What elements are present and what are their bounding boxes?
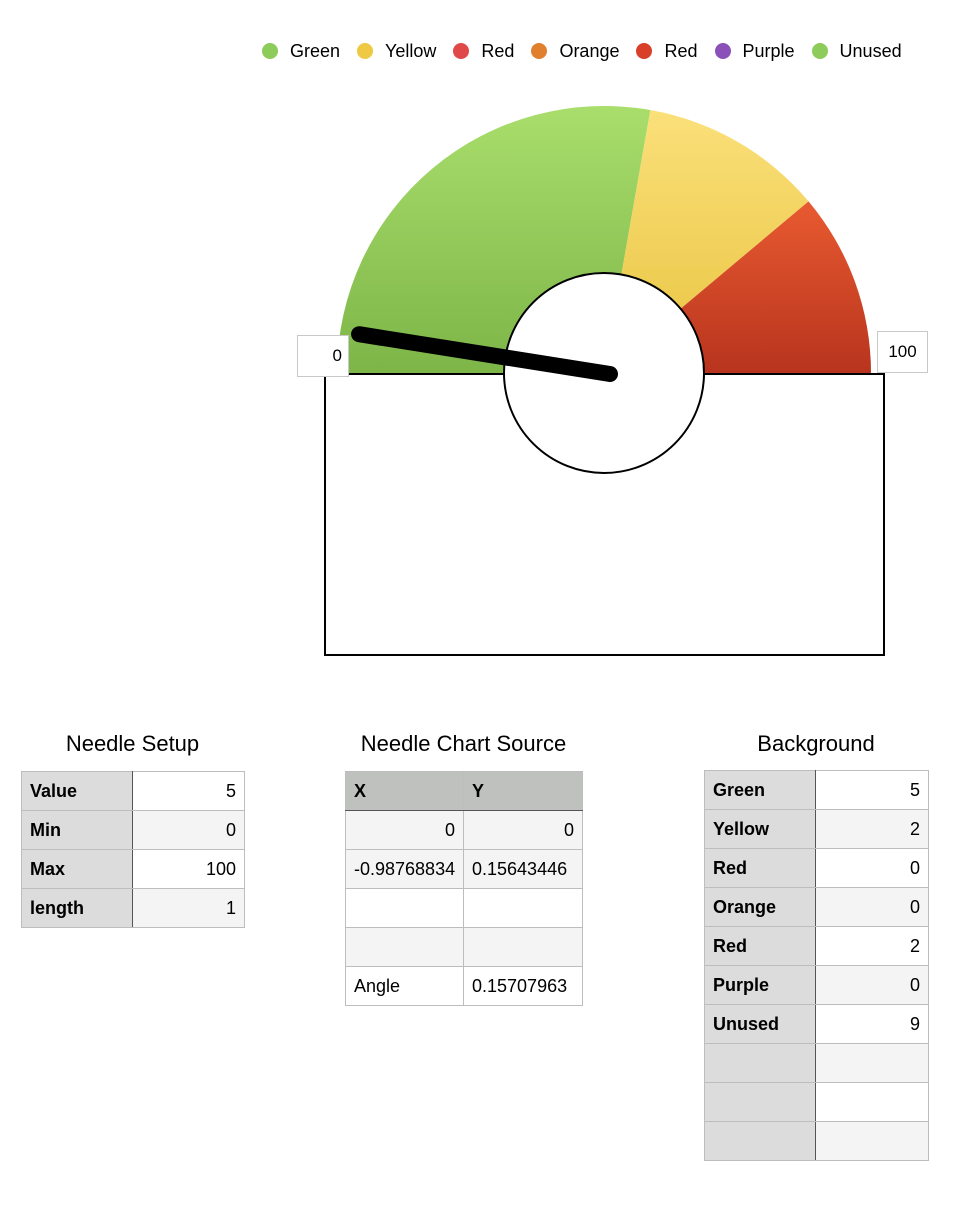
legend-label: Yellow — [385, 40, 437, 61]
length-cell[interactable]: 1 — [132, 888, 245, 928]
legend-label: Green — [290, 40, 341, 61]
needle-source-title: Needle Chart Source — [360, 731, 567, 756]
value-cell[interactable]: 5 — [132, 771, 245, 811]
table-row: Red 0 — [704, 848, 929, 888]
x-cell[interactable] — [345, 888, 464, 928]
value-cell[interactable]: 0 — [815, 887, 929, 927]
min-cell[interactable]: 0 — [132, 810, 245, 850]
legend-dot — [357, 43, 374, 59]
legend-dot — [531, 43, 548, 59]
table-row: Max 100 — [21, 849, 245, 889]
row-key: Red — [704, 926, 816, 966]
y-cell[interactable]: 0 — [463, 810, 583, 850]
table-row: Green 5 — [704, 770, 929, 810]
legend-label: Orange — [559, 40, 620, 61]
angle-value-cell[interactable]: 0.15707963 — [463, 966, 583, 1006]
row-key: Red — [704, 848, 816, 888]
value-cell[interactable]: 2 — [815, 926, 929, 966]
table-row — [704, 1043, 929, 1083]
legend-dot — [714, 43, 731, 59]
table-row: Yellow 2 — [704, 809, 929, 849]
value-cell[interactable] — [815, 1121, 929, 1161]
background-table: Green 5 Yellow 2 Red 0 Orange 0 Red 2 Purple 0… — [704, 770, 929, 1161]
table-row: Red 2 — [704, 926, 929, 966]
table-row — [704, 1121, 929, 1161]
legend-label: Red — [664, 40, 698, 61]
column-header: X — [345, 771, 464, 811]
legend-label: Red — [481, 40, 515, 61]
y-cell[interactable] — [463, 927, 583, 967]
table-row — [345, 927, 583, 967]
legend-item-yellow: Yellow — [357, 41, 436, 62]
gauge-chart — [324, 106, 885, 656]
y-cell[interactable] — [463, 888, 583, 928]
legend-item-purple: Purple — [714, 40, 795, 62]
legend-dot — [636, 43, 653, 59]
table-row: Unused 9 — [704, 1004, 929, 1044]
gauge-needle — [351, 326, 618, 382]
value-cell[interactable]: 9 — [815, 1004, 929, 1044]
legend-item-red-2: Red — [636, 40, 698, 62]
angle-label-cell[interactable]: Angle — [345, 966, 464, 1006]
row-key — [704, 1121, 816, 1161]
table-row: length 1 — [21, 888, 245, 928]
legend-dot — [811, 43, 828, 59]
table-row: Angle 0.15707963 — [345, 966, 583, 1006]
row-key: Yellow — [704, 809, 816, 849]
needle-setup-title: Needle Setup — [65, 731, 200, 756]
row-key: Value — [21, 771, 133, 811]
value-cell[interactable]: 0 — [815, 965, 929, 1005]
value-cell[interactable]: 5 — [815, 770, 929, 810]
legend-item-orange: Orange — [531, 41, 619, 62]
legend-item-red: Red — [453, 41, 514, 62]
row-key: length — [21, 888, 133, 928]
legend-item-unused: Unused — [811, 40, 902, 62]
gauge-max-label: 100 — [877, 331, 928, 373]
value-cell[interactable] — [815, 1043, 929, 1083]
chart-legend: Green Yellow Red Orange Red Purple Unuse… — [262, 39, 902, 63]
value-cell[interactable]: 0 — [815, 848, 929, 888]
legend-label: Unused — [839, 40, 902, 61]
x-cell[interactable] — [345, 927, 464, 967]
column-header: Y — [463, 771, 583, 811]
legend-label: Purple — [742, 40, 795, 61]
row-key: Orange — [704, 887, 816, 927]
legend-dot — [453, 43, 470, 59]
gauge-min-label: 0 — [297, 335, 349, 377]
table-row: Min 0 — [21, 810, 245, 850]
table-row: Value 5 — [21, 771, 245, 811]
value-cell[interactable] — [815, 1082, 929, 1122]
table-row: Orange 0 — [704, 887, 929, 927]
table-row: -0.98768834 0.15643446 — [345, 849, 583, 889]
row-key: Min — [21, 810, 133, 850]
table-row — [704, 1082, 929, 1122]
max-cell[interactable]: 100 — [132, 849, 245, 889]
background-title: Background — [757, 731, 875, 756]
legend-dot — [262, 43, 278, 59]
table-row — [345, 888, 583, 928]
row-key: Green — [704, 770, 816, 810]
value-cell[interactable]: 2 — [815, 809, 929, 849]
x-cell[interactable]: -0.98768834 — [345, 849, 464, 889]
x-cell[interactable]: 0 — [345, 810, 464, 850]
row-key — [704, 1043, 816, 1083]
row-key: Unused — [704, 1004, 816, 1044]
row-key — [704, 1082, 816, 1122]
legend-item-green: Green — [262, 41, 340, 62]
needle-setup-table: Value 5 Min 0 Max 100 length 1 — [21, 771, 245, 928]
row-key: Max — [21, 849, 133, 889]
y-cell[interactable]: 0.15643446 — [463, 849, 583, 889]
row-key: Purple — [704, 965, 816, 1005]
table-row: Purple 0 — [704, 965, 929, 1005]
